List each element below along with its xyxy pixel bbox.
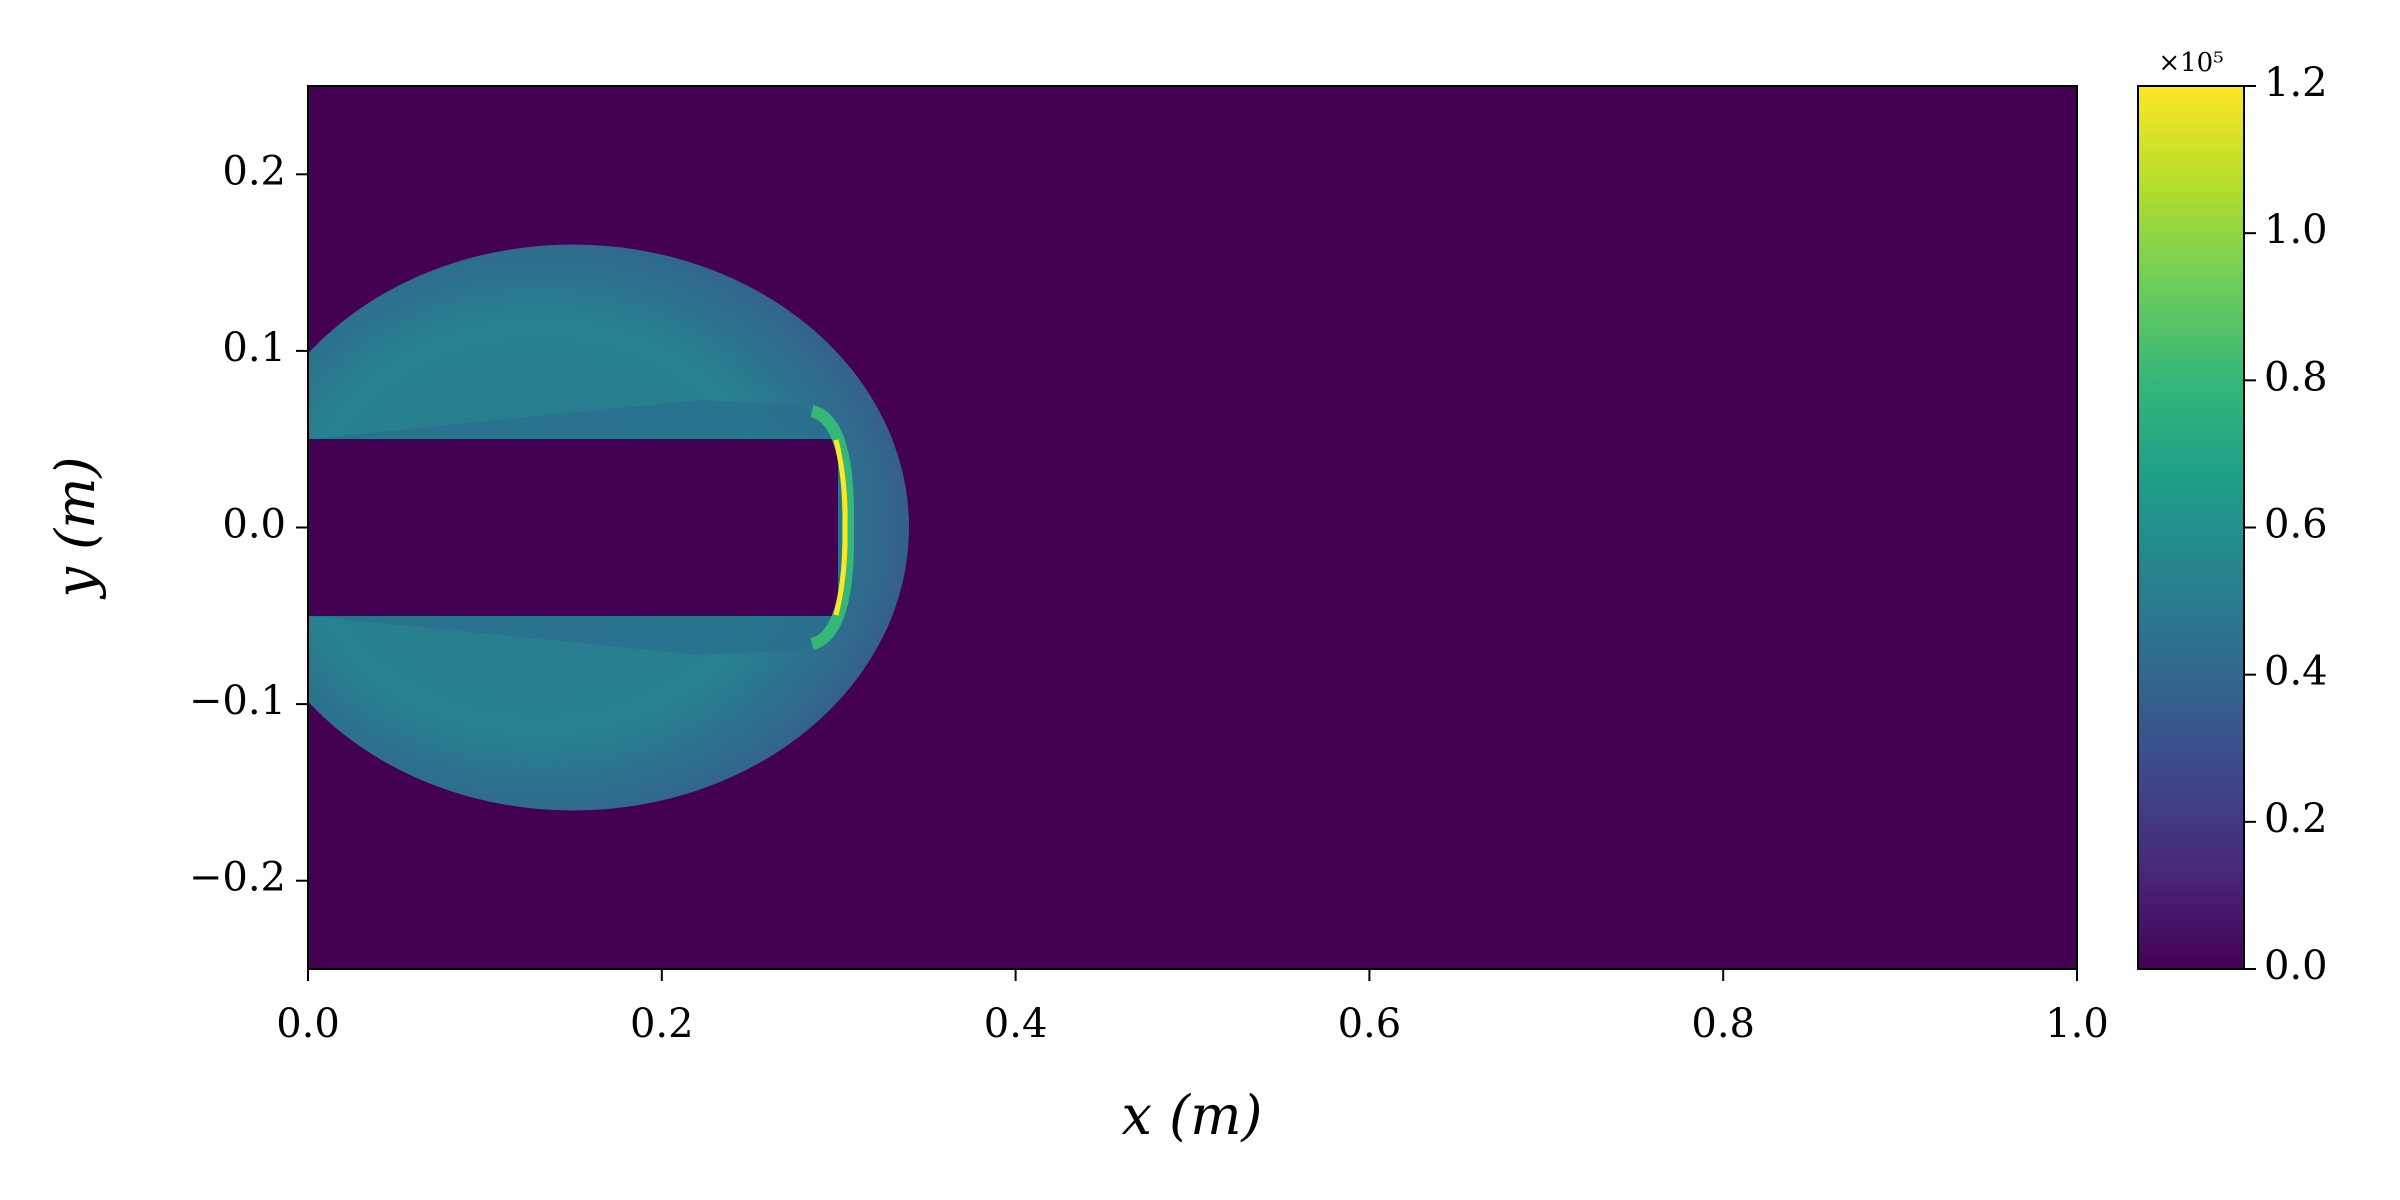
- colorbar-offset: ×10⁵: [2158, 48, 2223, 78]
- plot-area: [307, 85, 2078, 970]
- field: [308, 244, 909, 811]
- shock-peak: [833, 439, 848, 616]
- y-tick-label: −0.2: [189, 855, 286, 901]
- colorbar-tick-label: 0.2: [2264, 796, 2328, 842]
- colorbar-tick-label: 1.2: [2264, 60, 2328, 106]
- colorbar-tick-label: 1.0: [2264, 207, 2328, 253]
- y-tick-label: −0.1: [189, 678, 286, 724]
- x-tick-label: 0.2: [630, 1001, 694, 1047]
- shock-front: [810, 405, 855, 650]
- x-axis-label: x (m): [1122, 1084, 1263, 1147]
- colorbar-tick-label: 0.8: [2264, 354, 2328, 400]
- y-tick-label: 0.2: [222, 148, 286, 194]
- y-tick-label: 0.1: [222, 325, 286, 371]
- y-axis-label: y (m): [44, 456, 107, 599]
- colorbar-tick-label: 0.4: [2264, 649, 2328, 695]
- x-tick-label: 0.4: [984, 1001, 1048, 1047]
- x-tick-label: 0.8: [1691, 1001, 1755, 1047]
- y-tick-label: 0.0: [222, 502, 286, 548]
- colorbar-tick-label: 0.6: [2264, 502, 2328, 548]
- x-tick-label: 1.0: [2045, 1001, 2109, 1047]
- colorbar-tick-label: 0.0: [2264, 943, 2328, 989]
- colorbar: [2137, 85, 2245, 970]
- x-tick-label: 0.0: [276, 1001, 340, 1047]
- jet-core: [308, 439, 838, 616]
- x-tick-label: 0.6: [1338, 1001, 1402, 1047]
